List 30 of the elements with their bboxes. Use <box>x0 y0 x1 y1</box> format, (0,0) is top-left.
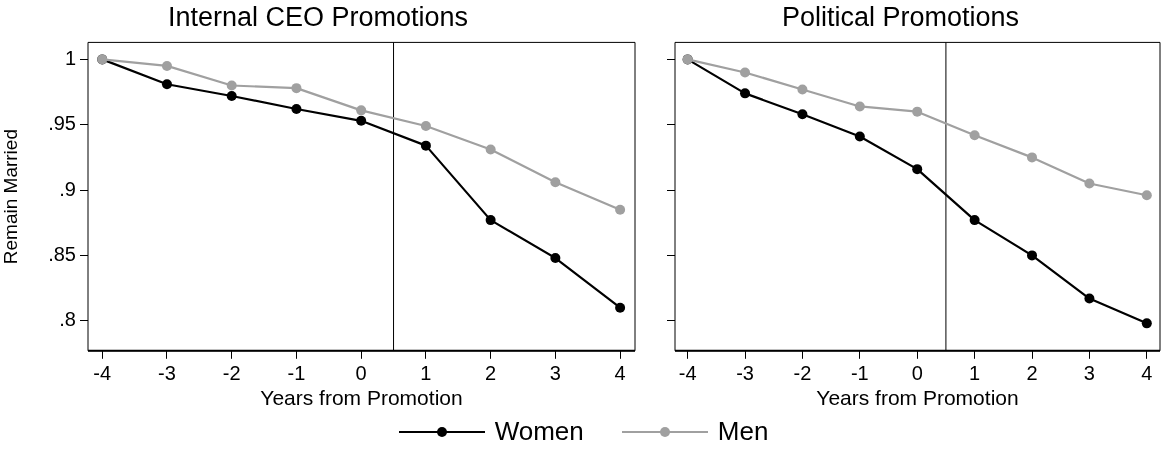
x-tick-label: -3 <box>736 362 754 385</box>
legend-label: Men <box>717 416 769 447</box>
x-tick-label: 0 <box>911 362 923 385</box>
y-tick-label: .85 <box>48 242 76 265</box>
x-tick-label: 4 <box>1141 362 1153 385</box>
y-tick-label: 1 <box>64 46 76 69</box>
y-axis-title: Remain Married <box>0 129 21 265</box>
x-tick-label: -1 <box>287 362 306 385</box>
x-tick-label: -2 <box>222 362 241 385</box>
y-tick-label: .95 <box>48 112 76 135</box>
x-tick-label: -4 <box>93 362 112 385</box>
chart-title: Internal CEO Promotions <box>167 1 469 32</box>
x-tick-label: -3 <box>158 362 176 385</box>
y-tick-label: .8 <box>59 308 76 331</box>
x-tick-label: 2 <box>1026 362 1038 385</box>
x-tick-label: -2 <box>793 362 812 385</box>
x-axis-title: Years from Promotion <box>816 386 1019 410</box>
x-axis-title: Years from Promotion <box>260 386 463 410</box>
x-tick-label: 4 <box>614 362 626 385</box>
x-tick-label: -1 <box>850 362 869 385</box>
x-tick-label: 3 <box>549 362 561 385</box>
x-tick-label: 1 <box>420 362 432 385</box>
chart-title: Political Promotions <box>781 1 1020 32</box>
y-tick-label: .9 <box>59 177 76 200</box>
legend-label: Women <box>494 416 584 447</box>
x-tick-label: 1 <box>969 362 981 385</box>
x-tick-label: 0 <box>355 362 367 385</box>
x-tick-label: 3 <box>1083 362 1095 385</box>
x-tick-label: 2 <box>485 362 497 385</box>
x-tick-label: -4 <box>678 362 697 385</box>
